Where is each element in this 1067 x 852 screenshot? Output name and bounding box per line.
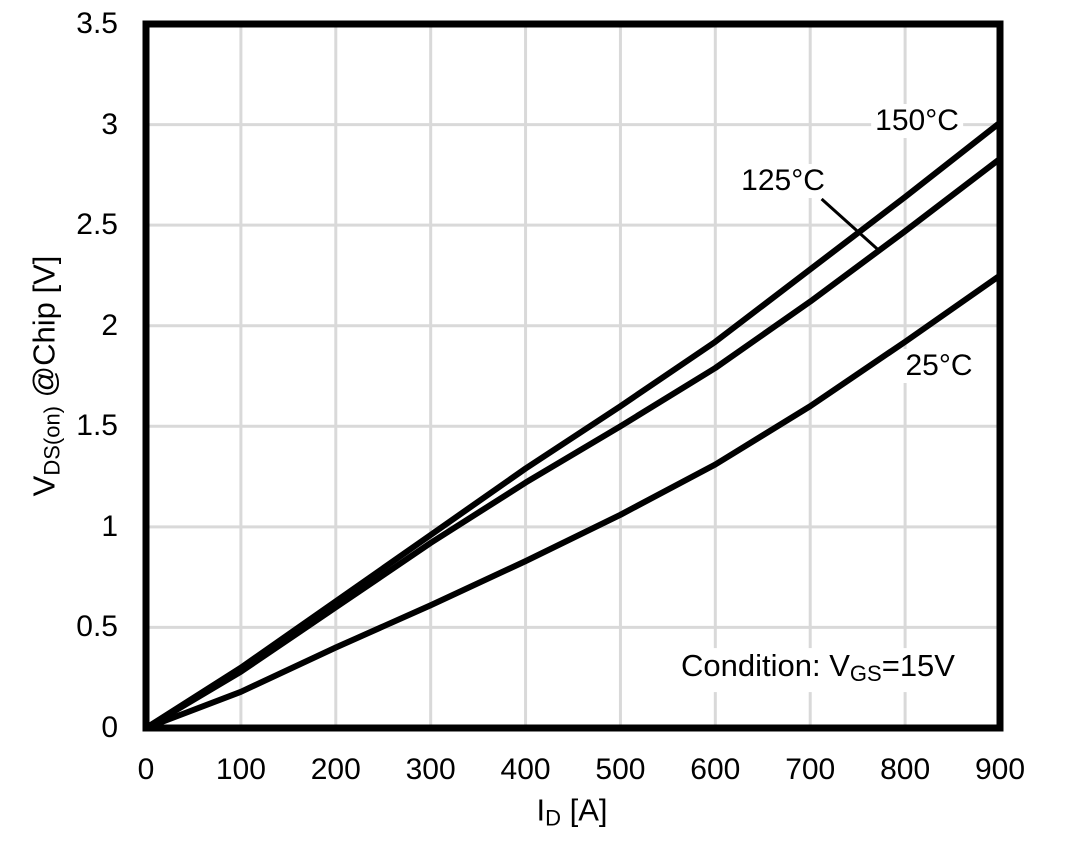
y-tick-label: 0.5 — [76, 610, 118, 644]
y-axis-title-subscript: DS(on) — [39, 405, 65, 476]
condition-suffix: =15V — [881, 648, 955, 684]
x-tick-label: 300 — [405, 753, 456, 786]
x-axis-title: ID [A] — [536, 793, 607, 832]
y-tick-label: 3 — [101, 107, 118, 141]
curve-label-25c: 25°C — [901, 349, 977, 383]
x-axis-title-subscript: D — [545, 805, 561, 831]
y-tick-label: 2 — [101, 308, 118, 342]
x-tick-label: 200 — [310, 753, 361, 786]
condition-subscript: GS — [849, 660, 882, 686]
y-tick-label: 1.5 — [76, 409, 118, 443]
x-tick-label: 0 — [137, 753, 155, 786]
condition-label: Condition: VGS=15V — [675, 648, 961, 692]
y-tick-label: 3.5 — [76, 7, 118, 40]
curve-label-125c: 125°C — [737, 164, 829, 198]
x-axis-title-base: I — [536, 792, 546, 828]
x-tick-label: 800 — [880, 753, 931, 786]
x-tick-label: 500 — [595, 753, 646, 786]
x-tick-label: 900 — [974, 753, 1026, 786]
y-tick-label: 1 — [101, 509, 118, 543]
plot-frame — [142, 20, 1004, 732]
callout-line-125c — [820, 197, 879, 251]
curve-125c — [144, 156, 1002, 731]
curve-label-150c: 150°C — [871, 104, 963, 138]
x-tick-label: 600 — [690, 753, 741, 786]
x-tick-label: 400 — [500, 753, 551, 786]
y-axis-title: VDS(on) @Chip [V] — [27, 256, 66, 497]
condition-prefix: Condition: V — [681, 648, 850, 684]
y-axis-title-base: V — [26, 475, 62, 497]
y-tick-label: 2.5 — [76, 208, 118, 242]
y-tick-label: 0 — [101, 711, 118, 744]
x-axis-title-unit: [A] — [561, 792, 608, 828]
curve-25c — [144, 272, 1002, 731]
y-axis-title-unit: @Chip [V] — [26, 255, 62, 406]
x-tick-label: 100 — [215, 753, 266, 786]
x-tick-label: 700 — [785, 753, 836, 786]
